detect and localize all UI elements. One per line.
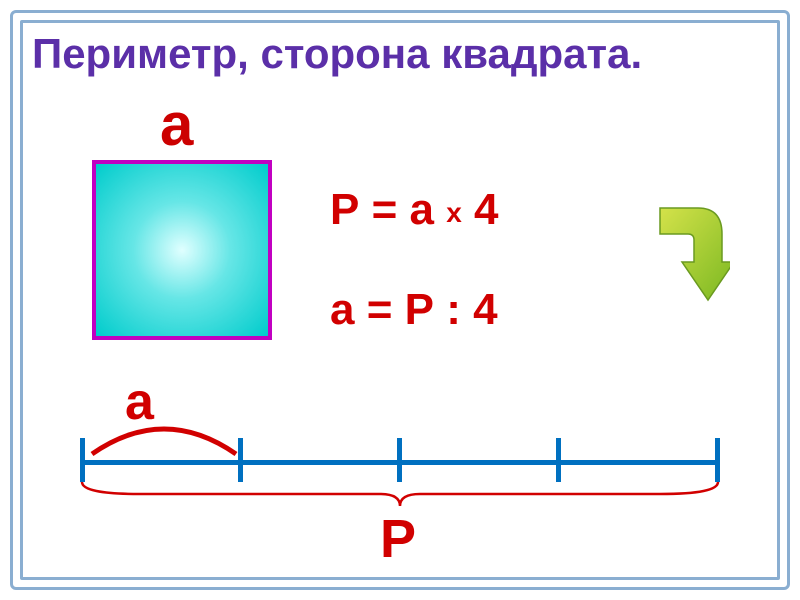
square-shape: [92, 160, 272, 340]
tick: [238, 438, 243, 482]
number-line: [80, 422, 720, 482]
tick: [556, 438, 561, 482]
formula-perimeter: Р = а х 4: [330, 185, 498, 235]
page-title: Периметр, сторона квадрата.: [32, 30, 776, 78]
return-arrow-icon: [640, 200, 730, 310]
slide: Периметр, сторона квадрата. а Р = а х 4 …: [0, 0, 800, 600]
square-side-label: а: [160, 90, 193, 159]
total-brace: [80, 480, 720, 508]
tick: [715, 438, 720, 482]
tick: [397, 438, 402, 482]
formula-side: а = Р : 4: [330, 285, 498, 335]
total-label: Р: [380, 508, 416, 570]
tick: [80, 438, 85, 482]
